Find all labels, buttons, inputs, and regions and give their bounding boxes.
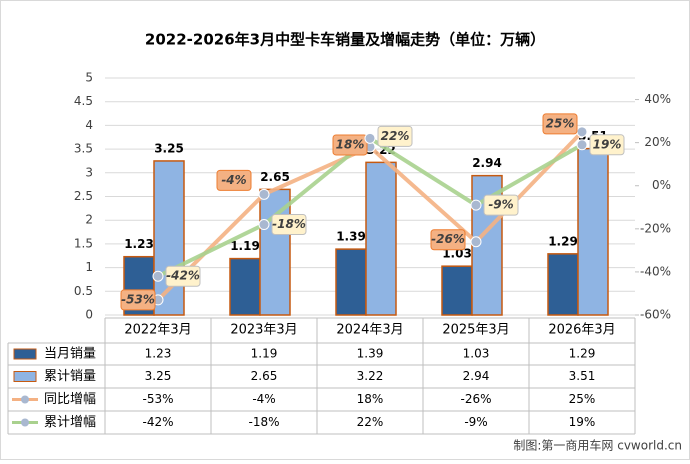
chart-title: 2022-2026年3月中型卡车销量及增幅走势（单位：万辆） xyxy=(145,31,545,49)
y2-tick-label: 0% xyxy=(652,178,671,192)
y-tick-label: 4 xyxy=(85,118,93,132)
legend-label: 累计增幅 xyxy=(44,415,96,430)
line-marker xyxy=(258,219,270,231)
y2-tick-label: -20% xyxy=(640,221,671,235)
data-label: -9% xyxy=(488,198,513,212)
x-tick-label: 2024年3月 xyxy=(336,323,403,338)
table-cell: 1.19 xyxy=(251,347,278,361)
legend-label: 当月销量 xyxy=(44,347,96,362)
table-cell: -42% xyxy=(142,415,173,429)
y-tick-label: 2 xyxy=(85,213,93,227)
data-label-box xyxy=(271,214,307,236)
bar xyxy=(153,160,185,316)
y-tick-label: 2.5 xyxy=(74,189,93,203)
x-tick-label: 2026年3月 xyxy=(548,323,615,338)
data-label: -53% xyxy=(121,292,155,306)
line-marker xyxy=(470,199,482,211)
bar xyxy=(441,265,473,316)
legend-label: 累计销量 xyxy=(44,369,96,384)
table-cell: 1.23 xyxy=(145,347,172,361)
line-marker xyxy=(152,270,164,282)
data-label-box xyxy=(165,265,201,287)
source: 制图:第一商用车网 cvworld.cn xyxy=(513,438,682,453)
legend-label: 同比增幅 xyxy=(44,392,96,407)
y2-tick-label: -40% xyxy=(640,264,671,278)
table-cell: 3.51 xyxy=(569,369,596,383)
table-cell: -26% xyxy=(460,392,491,406)
data-label: 2.94 xyxy=(472,156,502,170)
table-cell: 18% xyxy=(357,392,384,406)
table-cell: 25% xyxy=(569,392,596,406)
data-label-box xyxy=(216,169,252,191)
bar xyxy=(229,257,261,316)
y-tick-label: 1.5 xyxy=(74,236,93,250)
bar xyxy=(365,161,397,316)
x-tick-label: 2022年3月 xyxy=(124,323,191,338)
bar xyxy=(335,248,367,316)
data-label-box xyxy=(377,125,413,147)
table-cell: -53% xyxy=(142,392,173,406)
legend-key xyxy=(21,418,29,427)
y-tick-label: 1 xyxy=(85,260,93,274)
line-marker xyxy=(364,132,376,144)
data-label: -26% xyxy=(431,232,465,246)
bar xyxy=(259,188,291,316)
data-label: 18% xyxy=(336,137,365,151)
table-cell: 1.03 xyxy=(463,347,490,361)
data-label: 22% xyxy=(381,129,410,143)
y-tick-label: 5 xyxy=(85,71,93,85)
data-label: -42% xyxy=(166,269,200,283)
line-marker xyxy=(258,188,270,200)
y2-tick-label: -60% xyxy=(640,308,671,322)
y-tick-label: 4.5 xyxy=(74,94,93,108)
data-label-box xyxy=(483,194,519,216)
bar xyxy=(547,253,579,316)
data-label-box xyxy=(332,134,368,156)
table-cell: 3.22 xyxy=(357,369,384,383)
data-label-box xyxy=(589,134,625,156)
table-cell: 1.39 xyxy=(357,347,384,361)
data-label: -4% xyxy=(221,173,246,187)
data-label-box xyxy=(542,113,578,135)
y-tick-label: 0 xyxy=(85,308,93,322)
data-label: 1.23 xyxy=(124,237,154,251)
data-label: 19% xyxy=(593,137,622,151)
data-label: 25% xyxy=(546,116,575,130)
table-cell: 19% xyxy=(569,415,596,429)
data-label: 1.39 xyxy=(336,230,366,244)
legend-key xyxy=(13,371,37,382)
table-cell: 2.94 xyxy=(463,369,490,383)
table-cell: 2.65 xyxy=(251,369,278,383)
table-cell: -4% xyxy=(252,392,275,406)
y-tick-label: 3 xyxy=(85,165,93,179)
data-label: 3.25 xyxy=(154,141,184,155)
data-label-box xyxy=(120,289,156,311)
y-tick-label: 3.5 xyxy=(74,142,93,156)
legend-key xyxy=(21,395,29,404)
line-marker xyxy=(576,126,588,138)
data-label: 1.29 xyxy=(548,234,578,248)
y2-tick-label: 40% xyxy=(644,92,671,106)
table-cell: 1.29 xyxy=(569,347,596,361)
data-label: 1.19 xyxy=(230,239,260,253)
y2-tick-label: 20% xyxy=(644,135,671,149)
data-label: 2.65 xyxy=(260,170,290,184)
x-tick-label: 2025年3月 xyxy=(442,323,509,338)
table-cell: 22% xyxy=(357,415,384,429)
data-label-box xyxy=(430,229,466,251)
table-cell: -18% xyxy=(248,415,279,429)
line-marker xyxy=(576,139,588,151)
table-cell: -9% xyxy=(464,415,487,429)
table-cell: 3.25 xyxy=(145,369,172,383)
data-label: -18% xyxy=(272,217,306,231)
bar xyxy=(577,147,609,316)
line-marker xyxy=(470,236,482,248)
x-tick-label: 2023年3月 xyxy=(230,323,297,338)
y-tick-label: 0.5 xyxy=(74,284,93,298)
legend-key xyxy=(13,348,37,360)
